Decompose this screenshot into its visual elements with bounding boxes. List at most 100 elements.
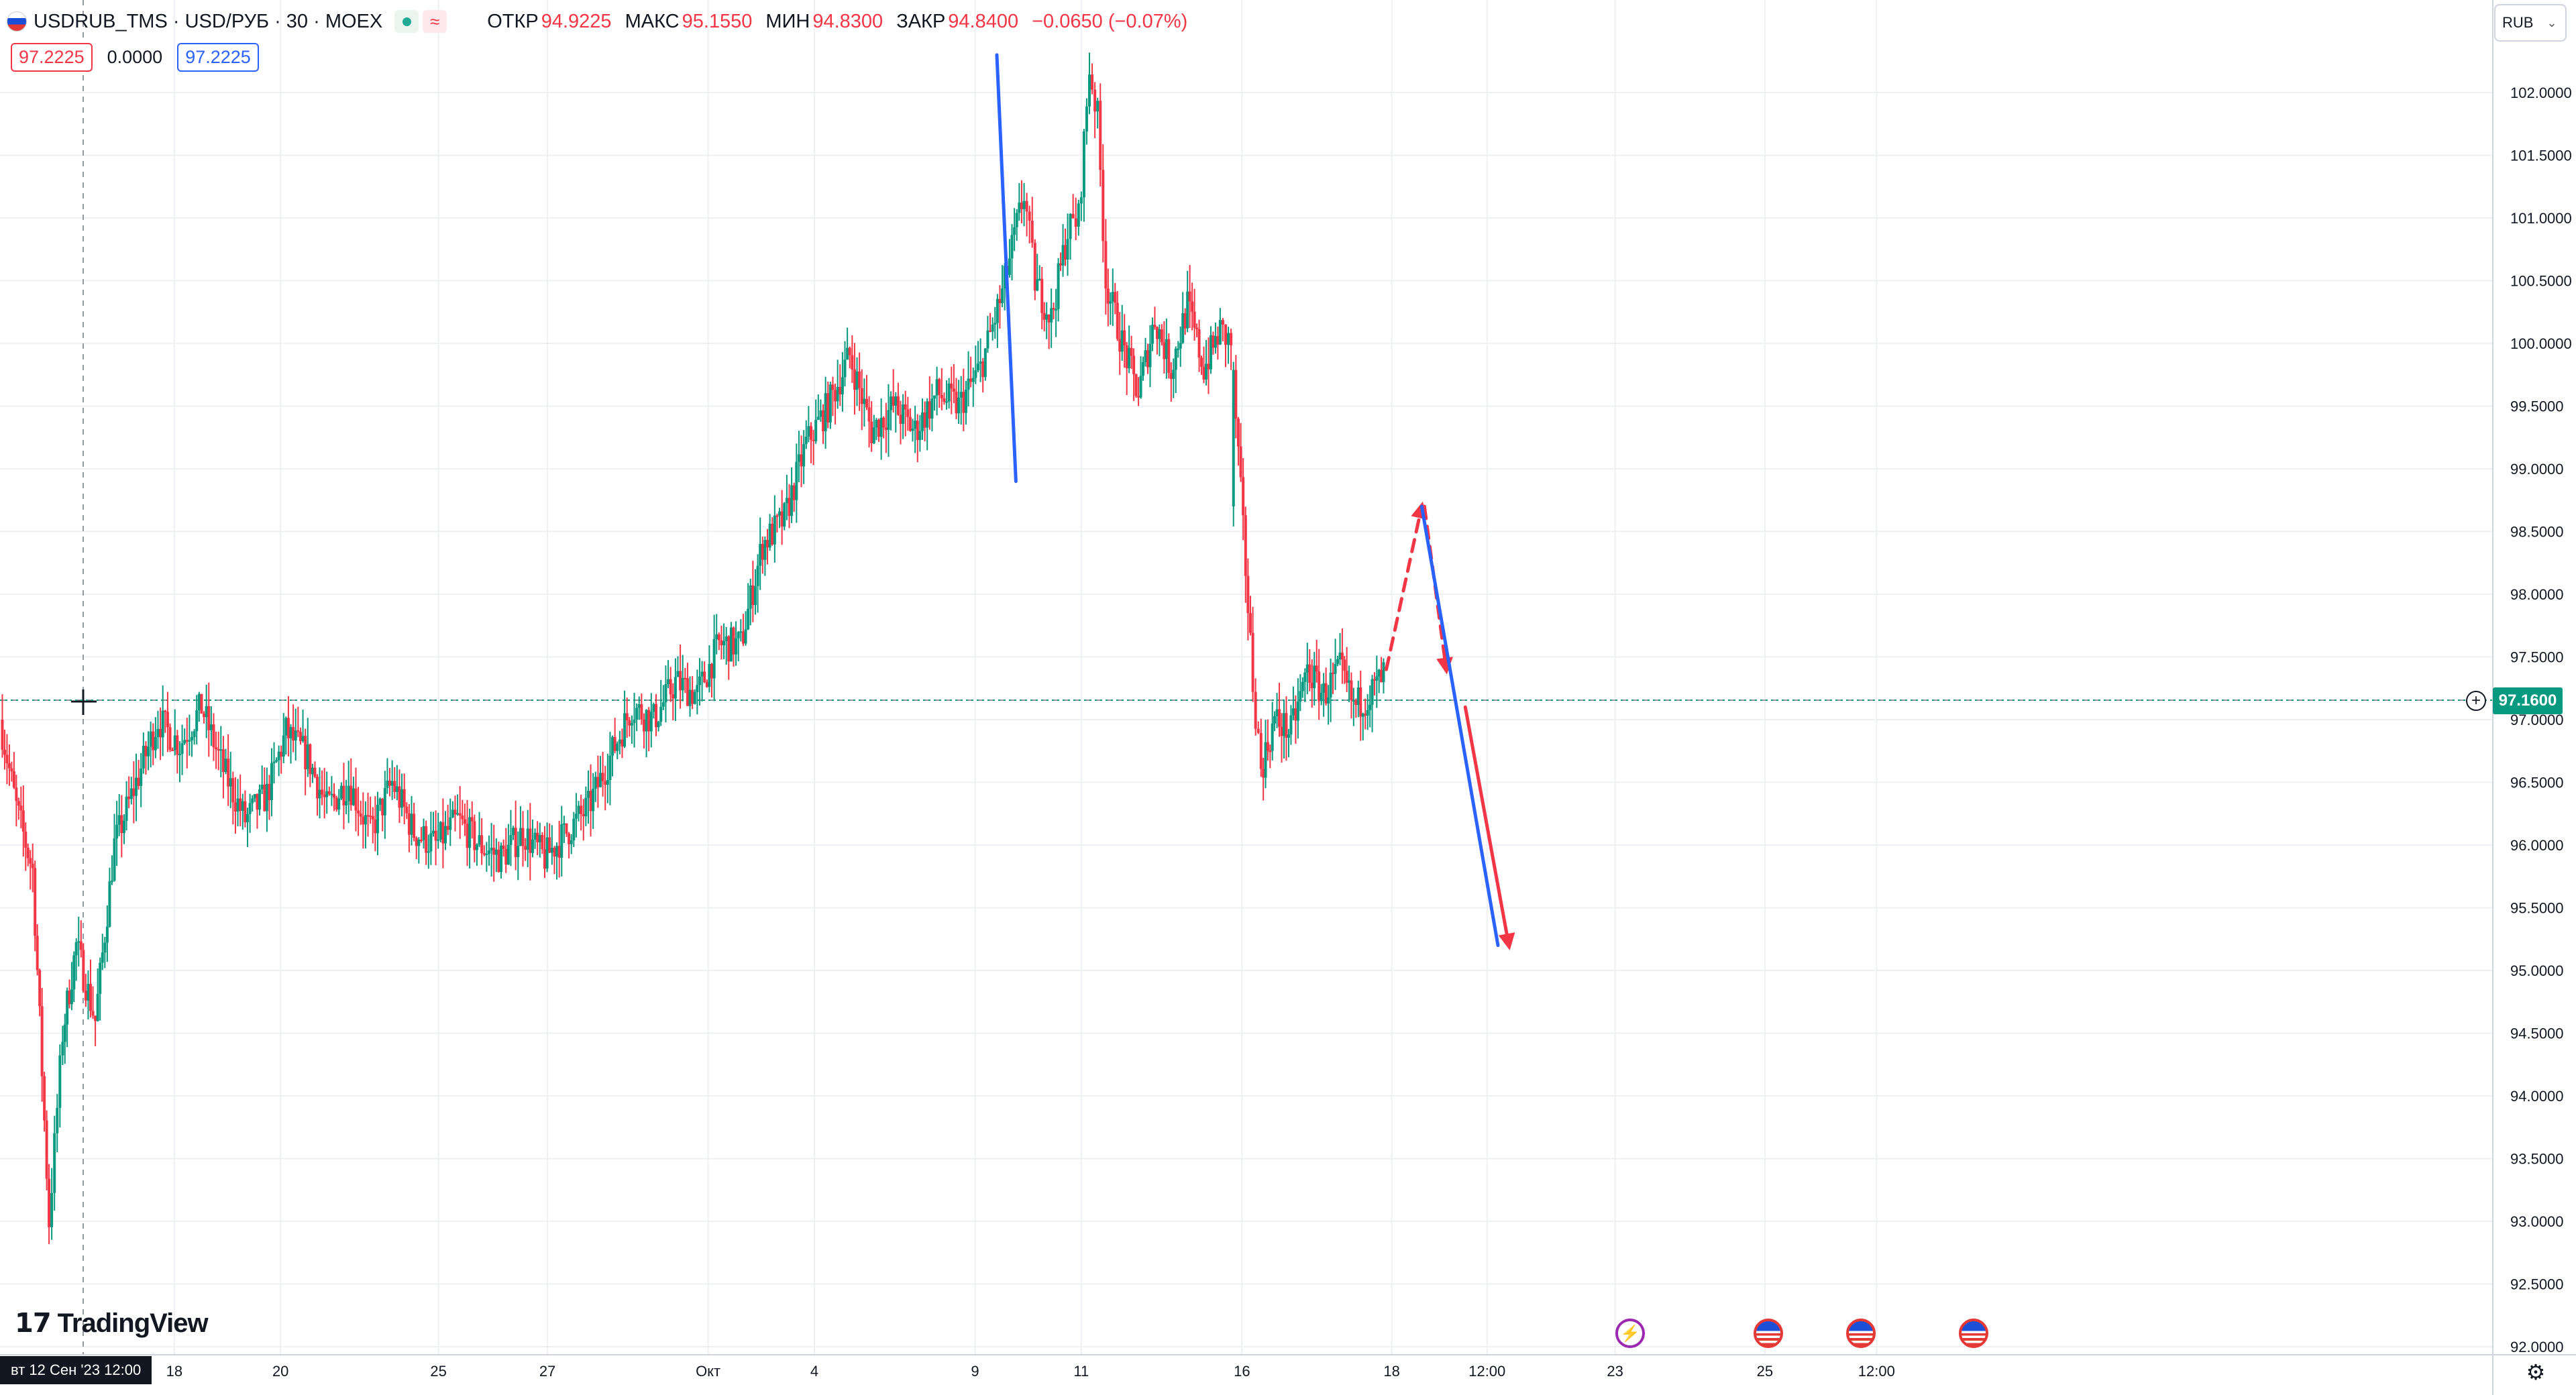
candle-body [1273, 716, 1277, 724]
candle-body [188, 740, 191, 742]
us-economic-event-icon[interactable] [1846, 1319, 1876, 1348]
candle-body [870, 421, 873, 443]
candle-body [1186, 291, 1189, 329]
candle-body [521, 828, 525, 846]
time-tick-label: 16 [1234, 1363, 1250, 1380]
candle-body [253, 793, 256, 799]
candle-body [570, 840, 573, 844]
candle-body [890, 396, 893, 410]
candle-body [688, 689, 692, 706]
candle-body [1320, 693, 1323, 702]
candle-body [1216, 336, 1220, 345]
candle-body [509, 835, 513, 845]
candle-body [429, 833, 433, 852]
candle-body [1030, 221, 1034, 243]
candle-body [1209, 335, 1212, 370]
candle-body [1200, 357, 1203, 367]
candle-body [410, 814, 413, 835]
candle-body [1118, 339, 1122, 352]
price-tick-label: 93.0000 [2510, 1213, 2564, 1230]
candle-body [1132, 355, 1136, 374]
candle-body [378, 798, 382, 805]
candle-body [284, 718, 288, 736]
candle-body [611, 736, 614, 756]
candle-body [1148, 343, 1152, 368]
candle-body [1109, 301, 1112, 304]
candle-body [1134, 374, 1138, 396]
candle-body [1244, 515, 1247, 576]
candle-body [1188, 291, 1191, 302]
candle-body [1153, 325, 1157, 327]
candle-body [1074, 218, 1077, 227]
candle-body [292, 727, 295, 741]
bid-button[interactable]: 97.2225 [11, 43, 93, 72]
price-tick-label: 96.0000 [2510, 837, 2564, 854]
candle-body [89, 984, 92, 1011]
candle-body [87, 984, 90, 1001]
candle-body [698, 676, 701, 685]
candle-body [914, 421, 917, 429]
candle-body [5, 755, 9, 764]
blue-line-drawing [1419, 504, 1500, 948]
candle-body [700, 671, 704, 677]
currency-select[interactable]: RUB ⌄ [2494, 4, 2567, 42]
candle-body [1377, 669, 1381, 677]
candle-body [72, 955, 76, 990]
candle-body [645, 710, 648, 732]
candle-body [1373, 679, 1376, 681]
time-tick-label: 23 [1607, 1363, 1623, 1380]
lightning-event-icon[interactable]: ⚡ [1615, 1319, 1645, 1348]
candle-body [882, 417, 885, 428]
candle-body [413, 814, 416, 838]
candle-body [737, 632, 740, 638]
candle-body [200, 693, 203, 714]
candle-body [229, 778, 232, 787]
candle-body [923, 412, 926, 428]
candle-body [768, 523, 771, 548]
candle-body [797, 454, 800, 462]
candle-body [1111, 292, 1114, 302]
candle-body [352, 788, 355, 805]
candle-body [376, 804, 379, 834]
add-alert-plus-icon[interactable]: + [2466, 691, 2486, 711]
candle-body [548, 837, 551, 853]
candle-body [1172, 370, 1175, 379]
candle-body [608, 755, 612, 780]
candle-body [1193, 311, 1196, 328]
candle-body [415, 838, 418, 846]
candle-body [584, 797, 588, 817]
data-wave-button[interactable]: ≈ [423, 10, 447, 33]
candle-body [902, 404, 905, 425]
candle-body [1125, 345, 1128, 368]
market-status-button[interactable] [394, 10, 419, 33]
ask-button[interactable]: 97.2225 [177, 43, 259, 72]
candle-body [458, 813, 462, 816]
chevron-down-icon: ⌄ [2546, 15, 2557, 30]
candle-body [1025, 201, 1028, 212]
candle-body [1380, 669, 1383, 683]
candle-body [335, 797, 338, 810]
candle-body [161, 710, 164, 738]
candle-body [466, 824, 469, 848]
candle-body [1313, 665, 1316, 689]
symbol-title[interactable]: USDRUB_TMS · USD/РУБ · 30 · MOEX [34, 10, 383, 32]
candle-body [969, 378, 973, 382]
candle-body [930, 398, 934, 419]
us-economic-event-icon[interactable] [1754, 1319, 1783, 1348]
price-tick-label: 92.0000 [2510, 1339, 2564, 1355]
candle-body [337, 798, 341, 810]
candle-body [514, 828, 517, 857]
us-economic-event-icon[interactable] [1959, 1319, 1988, 1348]
tradingview-logo[interactable]: 𝟭𝟳 TradingView [15, 1308, 209, 1339]
candle-body [244, 801, 247, 823]
gear-icon[interactable]: ⚙ [2526, 1360, 2546, 1384]
candle-body [1142, 361, 1145, 376]
candle-body [1278, 709, 1281, 727]
candle-body [147, 746, 150, 757]
candle-body [374, 819, 377, 834]
time-tick-label: 12:00 [1858, 1363, 1895, 1380]
candle-body [962, 392, 965, 413]
candle-body [674, 677, 677, 699]
candle-body [918, 431, 922, 441]
